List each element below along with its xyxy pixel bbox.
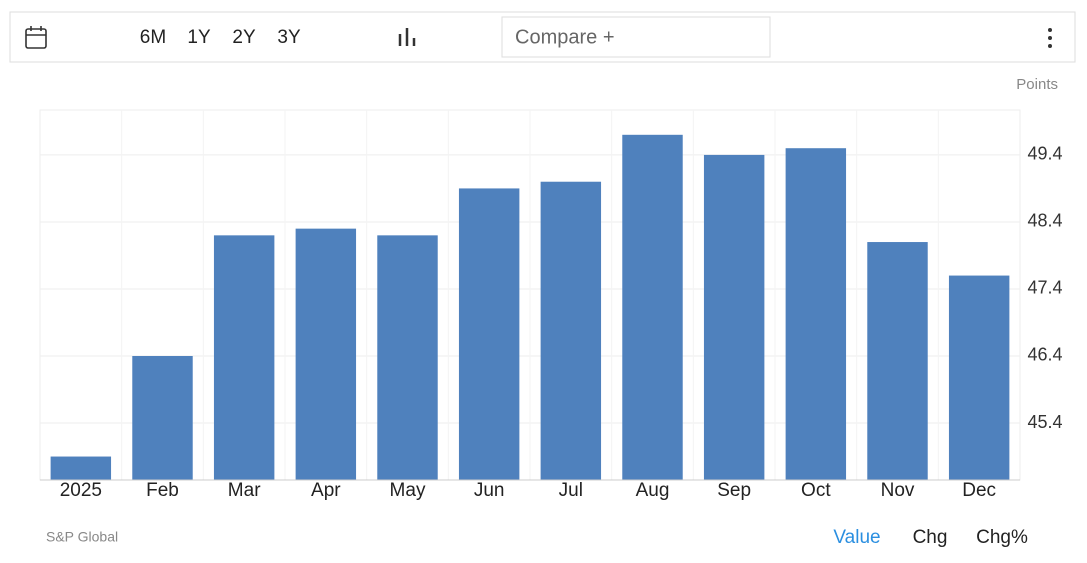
x-tick-label: Jul xyxy=(559,480,583,501)
y-tick-label: 46.4 xyxy=(1027,345,1062,365)
x-tick-label: Mar xyxy=(228,480,261,501)
bar xyxy=(458,188,520,480)
bar xyxy=(377,235,438,480)
bar xyxy=(948,275,1010,480)
x-tick-label: Dec xyxy=(962,480,996,501)
range-button[interactable]: 2Y xyxy=(232,27,256,48)
x-tick-label: May xyxy=(390,480,426,501)
x-tick-label: Jun xyxy=(474,480,505,501)
tab[interactable]: Chg% xyxy=(976,527,1028,548)
bar xyxy=(132,355,193,480)
bar xyxy=(295,228,357,480)
y-tick-label: 48.4 xyxy=(1027,211,1062,231)
x-tick-label: Aug xyxy=(636,480,670,501)
bar xyxy=(213,235,275,480)
compare-input[interactable]: Compare + xyxy=(515,26,615,48)
source: S&P Global xyxy=(46,529,118,545)
bar xyxy=(50,456,112,480)
bar xyxy=(785,148,847,480)
x-tick-label: Oct xyxy=(801,480,831,501)
tab[interactable]: Value xyxy=(833,527,880,548)
y-tick-label: 47.4 xyxy=(1027,278,1062,298)
chart-type-icon[interactable] xyxy=(398,28,416,46)
x-tick-label: 2025 xyxy=(60,480,102,501)
menu-icon[interactable] xyxy=(1048,28,1052,48)
bar xyxy=(867,242,928,480)
bar xyxy=(622,134,683,480)
x-tick-label: Sep xyxy=(717,480,751,501)
bar xyxy=(703,154,765,480)
x-tick-label: Apr xyxy=(311,480,341,501)
compare-box[interactable] xyxy=(501,16,771,58)
x-tick-label: Feb xyxy=(146,480,179,501)
range-button[interactable]: 1Y xyxy=(187,27,211,48)
range-button[interactable]: 6M xyxy=(140,27,166,48)
bar xyxy=(540,181,602,480)
y-tick-label: 45.4 xyxy=(1027,412,1062,432)
range-button[interactable]: 3Y xyxy=(277,27,301,48)
x-tick-label: Nov xyxy=(881,480,915,501)
y-axis-label: Points xyxy=(1016,76,1058,93)
calendar-icon[interactable] xyxy=(25,26,47,49)
tab[interactable]: Chg xyxy=(913,527,948,548)
y-tick-label: 49.4 xyxy=(1027,144,1062,164)
